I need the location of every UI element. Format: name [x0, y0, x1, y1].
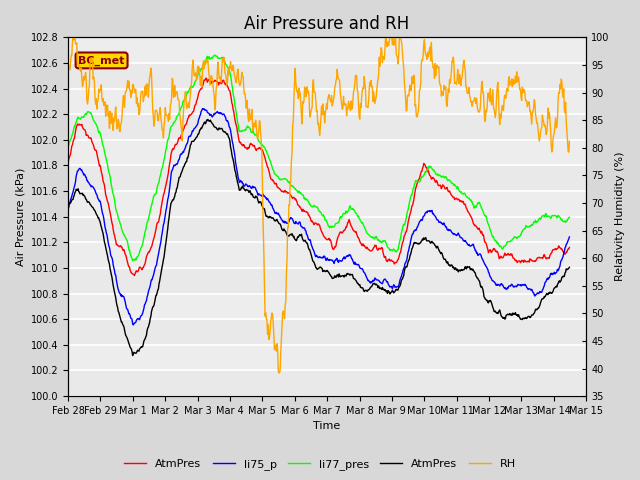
li75_p	[566, 234, 573, 240]
Bar	[68, 242, 586, 268]
Line: AtmPres: AtmPres	[68, 120, 570, 356]
Y-axis label: Relativity Humidity (%): Relativity Humidity (%)	[615, 152, 625, 281]
li77_pres	[129, 258, 136, 264]
li75_p	[445, 227, 453, 233]
RH	[356, 101, 364, 107]
Bar	[68, 166, 586, 191]
li75_p	[95, 197, 102, 203]
Line: li75_p: li75_p	[68, 108, 570, 325]
li75_p	[64, 207, 72, 213]
Bar	[68, 37, 586, 63]
li77_pres	[370, 235, 378, 240]
AtmPres	[497, 312, 505, 318]
AtmPres	[445, 188, 453, 194]
AtmPres	[497, 253, 505, 259]
Bar	[68, 191, 586, 217]
AtmPres	[64, 161, 72, 167]
li77_pres	[445, 178, 453, 183]
li75_p	[356, 265, 364, 271]
AtmPres	[202, 75, 210, 81]
AtmPres	[566, 244, 573, 250]
RH	[497, 115, 505, 121]
RH	[95, 89, 103, 95]
AtmPres	[129, 353, 136, 359]
li77_pres	[95, 130, 102, 136]
AtmPres	[204, 117, 212, 122]
li77_pres	[566, 214, 573, 220]
Bar	[68, 217, 586, 242]
li75_p	[497, 281, 505, 287]
li75_p	[129, 322, 137, 328]
RH	[275, 370, 283, 376]
AtmPres	[370, 245, 378, 251]
AtmPres	[385, 257, 392, 263]
Legend: AtmPres, li75_p, li77_pres, AtmPres, RH: AtmPres, li75_p, li77_pres, AtmPres, RH	[120, 455, 520, 474]
X-axis label: Time: Time	[314, 421, 340, 432]
RH	[445, 77, 453, 83]
Title: Air Pressure and RH: Air Pressure and RH	[244, 15, 410, 33]
Text: BC_met: BC_met	[78, 55, 125, 66]
li77_pres	[385, 245, 392, 251]
AtmPres	[64, 202, 72, 207]
li77_pres	[211, 52, 219, 58]
AtmPres	[356, 285, 364, 290]
Bar	[68, 114, 586, 140]
Y-axis label: Air Pressure (kPa): Air Pressure (kPa)	[15, 168, 25, 266]
AtmPres	[131, 273, 138, 278]
Bar	[68, 63, 586, 89]
AtmPres	[356, 240, 364, 246]
li75_p	[385, 282, 392, 288]
Bar	[68, 268, 586, 294]
Bar	[68, 294, 586, 319]
li77_pres	[497, 244, 505, 250]
li77_pres	[64, 144, 72, 150]
Bar	[68, 319, 586, 345]
RH	[69, 35, 77, 40]
AtmPres	[370, 281, 378, 287]
AtmPres	[95, 160, 102, 166]
RH	[370, 89, 378, 95]
RH	[566, 138, 573, 144]
Bar	[68, 371, 586, 396]
AtmPres	[385, 289, 392, 295]
AtmPres	[445, 262, 453, 268]
Bar	[68, 89, 586, 114]
li75_p	[370, 278, 378, 284]
Line: RH: RH	[68, 37, 570, 373]
Bar	[68, 345, 586, 371]
Bar	[68, 140, 586, 166]
RH	[385, 43, 392, 48]
AtmPres	[566, 264, 573, 270]
Line: AtmPres: AtmPres	[68, 78, 570, 276]
li77_pres	[356, 218, 364, 224]
RH	[64, 70, 72, 76]
li75_p	[199, 106, 207, 111]
AtmPres	[95, 215, 102, 221]
Line: li77_pres: li77_pres	[68, 55, 570, 261]
